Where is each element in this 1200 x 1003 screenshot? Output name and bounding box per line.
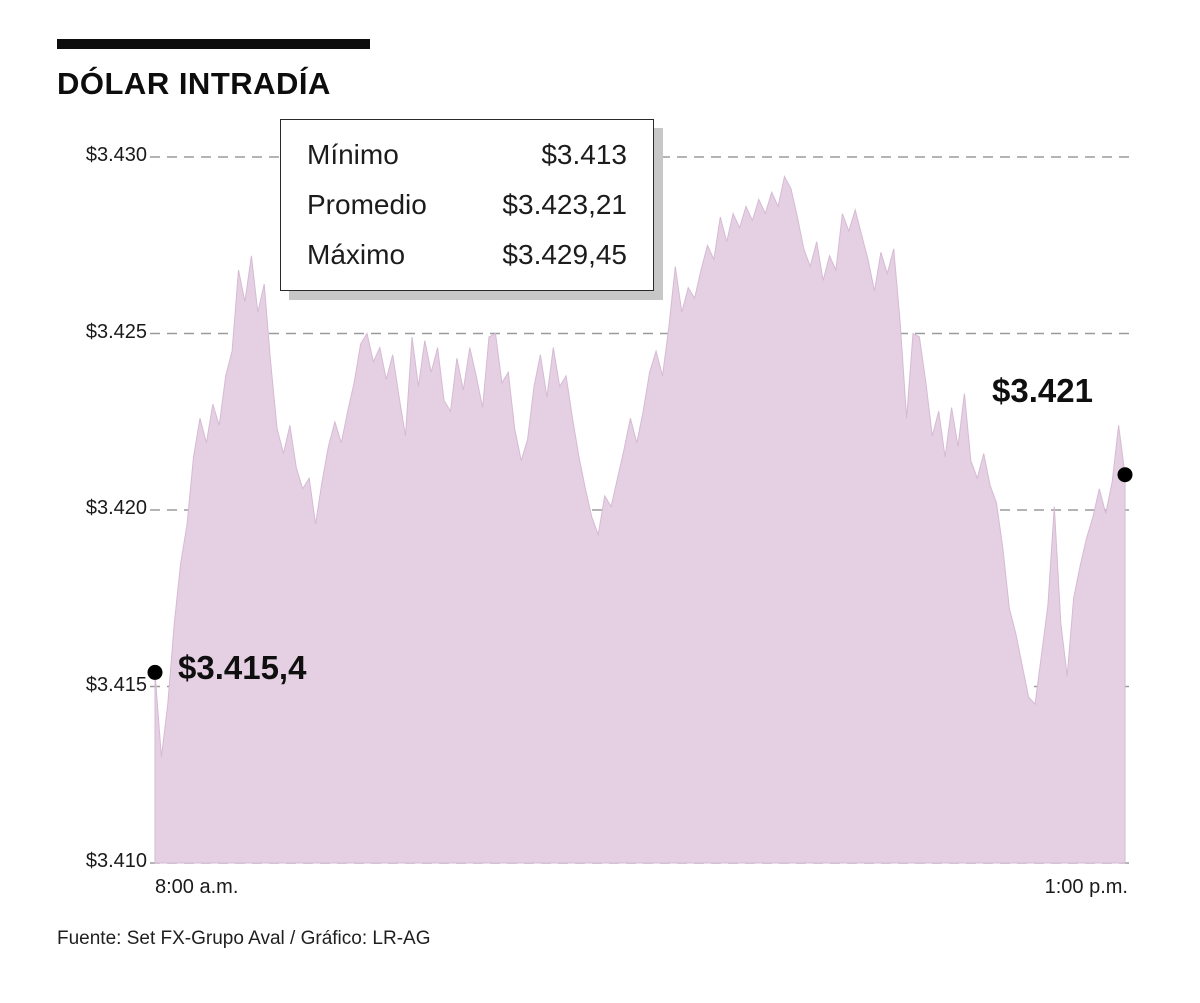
legend-avg-label: Promedio xyxy=(307,189,427,220)
page-title: DÓLAR INTRADÍA xyxy=(57,66,331,101)
x-axis-tick-start: 8:00 a.m. xyxy=(155,876,239,898)
legend-min-label: Mínimo xyxy=(307,139,399,170)
legend-row-min: Mínimo $3.413 xyxy=(281,130,653,180)
stats-legend-box: Mínimo $3.413 Promedio $3.423,21 Máximo … xyxy=(280,119,654,291)
legend-avg-value: $3.423,21 xyxy=(502,189,627,220)
start-value-annotation: $3.415,4 xyxy=(178,649,307,686)
legend-max-value: $3.429,45 xyxy=(502,239,627,270)
source-credit: Fuente: Set FX-Grupo Aval / Gráfico: LR-… xyxy=(57,928,431,949)
x-axis-tick-end: 1:00 p.m. xyxy=(1044,876,1128,898)
title-accent-bar xyxy=(57,39,370,49)
legend-row-avg: Promedio $3.423,21 xyxy=(281,180,653,230)
legend-min-value: $3.413 xyxy=(541,139,627,170)
start-point-dot xyxy=(147,664,163,680)
legend-row-max: Máximo $3.429,45 xyxy=(281,230,653,280)
end-point-dot xyxy=(1117,467,1133,483)
price-area-series xyxy=(154,174,1126,864)
end-value-annotation: $3.421 xyxy=(992,372,1093,409)
legend-max-label: Máximo xyxy=(307,239,406,270)
